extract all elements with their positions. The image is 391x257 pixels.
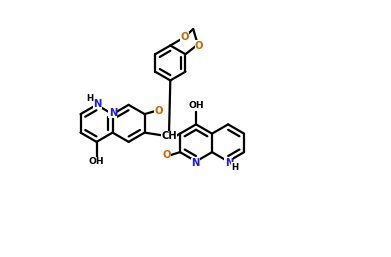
Text: O: O [195,41,203,51]
Text: O: O [180,32,189,42]
Text: O: O [155,106,163,116]
Text: H: H [86,94,94,103]
Text: N: N [192,159,200,168]
Text: H: H [232,162,239,172]
Text: N: N [93,99,102,109]
Text: CH: CH [161,132,177,141]
Text: N: N [225,158,233,168]
Text: OH: OH [89,157,104,166]
Text: O: O [163,150,171,160]
Text: OH: OH [188,101,204,111]
Text: N: N [109,108,117,118]
